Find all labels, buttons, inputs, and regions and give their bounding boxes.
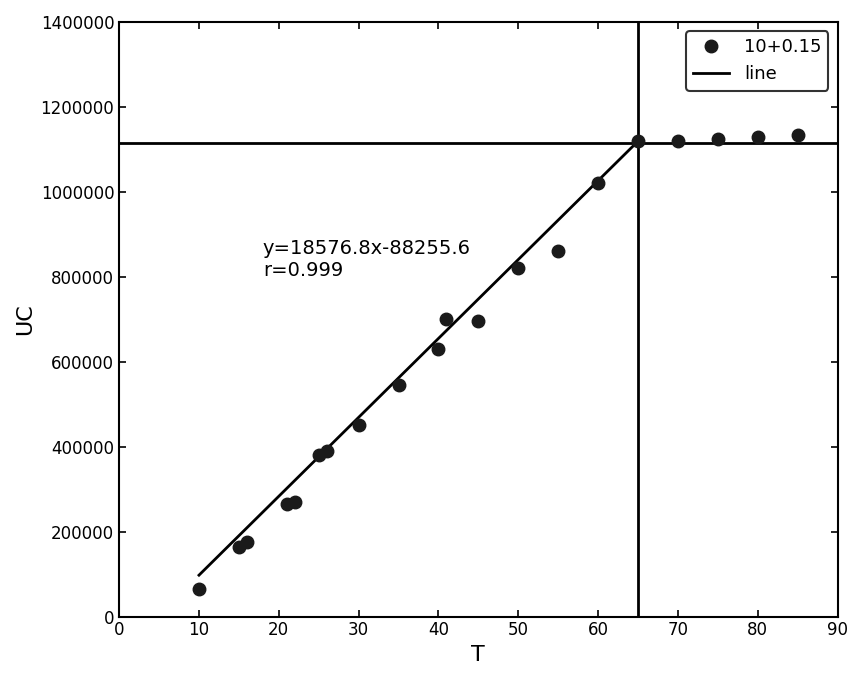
Point	[320, 445, 334, 456]
Point	[280, 498, 293, 509]
Y-axis label: UC: UC	[15, 303, 35, 335]
Point	[439, 314, 453, 325]
Point	[551, 246, 565, 257]
Point	[192, 583, 206, 594]
Point	[512, 263, 526, 274]
Legend: 10+0.15, line: 10+0.15, line	[686, 31, 828, 90]
Point	[671, 135, 684, 146]
Point	[232, 541, 246, 552]
Text: y=18576.8x-88255.6
r=0.999: y=18576.8x-88255.6 r=0.999	[263, 239, 471, 279]
Point	[711, 133, 725, 144]
Point	[791, 129, 804, 140]
Point	[352, 420, 366, 431]
Point	[432, 343, 445, 354]
Point	[751, 131, 765, 142]
Point	[471, 316, 485, 327]
Point	[288, 496, 302, 507]
Point	[240, 537, 254, 547]
Point	[312, 449, 325, 460]
Point	[392, 379, 406, 390]
Point	[591, 178, 605, 189]
Point	[631, 135, 645, 146]
X-axis label: T: T	[471, 645, 485, 665]
